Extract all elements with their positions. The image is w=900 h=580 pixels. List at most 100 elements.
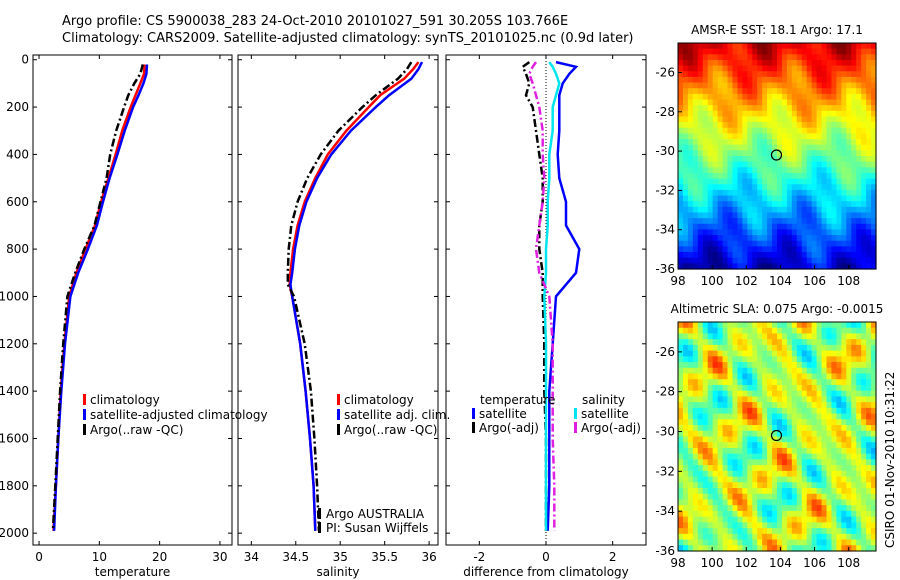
map-cell	[831, 339, 837, 346]
map-cell	[866, 488, 872, 495]
map-cell	[826, 116, 833, 123]
map-cell	[801, 105, 808, 112]
map-cell	[762, 476, 768, 483]
map-cell	[692, 76, 699, 84]
map-cell	[801, 223, 808, 231]
map-cell	[816, 545, 823, 552]
map-cell	[732, 528, 738, 535]
map-cell	[796, 43, 803, 50]
map-cell	[806, 65, 813, 72]
map-cell	[772, 195, 778, 202]
map-cell	[861, 413, 867, 420]
map-cell	[831, 442, 837, 449]
map-cell	[826, 189, 833, 197]
map-cell	[811, 99, 818, 106]
map-cell	[866, 206, 872, 214]
map-cell	[678, 545, 684, 552]
map-cell	[682, 43, 689, 50]
map-cell	[742, 252, 748, 259]
map-cell	[707, 206, 714, 214]
map-cell	[777, 172, 783, 180]
map-cell	[801, 522, 808, 529]
map-cell	[826, 453, 833, 460]
map-cell	[757, 133, 763, 140]
map-cell	[841, 65, 847, 72]
map-cell	[742, 407, 748, 415]
map-cell	[697, 105, 704, 112]
map-cell	[692, 470, 699, 478]
map-cell	[841, 257, 847, 264]
map-cell	[826, 373, 833, 380]
map-cell	[727, 218, 734, 225]
map-cell	[846, 235, 852, 242]
map-cell	[762, 133, 768, 140]
map-cell	[682, 379, 689, 386]
map-cell	[692, 229, 699, 236]
map-cell	[856, 189, 862, 197]
map-cell	[777, 235, 783, 242]
map-cell	[752, 212, 758, 219]
map-cell	[762, 516, 768, 523]
map-cell	[678, 139, 684, 146]
map-cell	[821, 189, 828, 197]
map-cell	[712, 150, 719, 157]
map-cell	[682, 139, 689, 146]
map-cell	[772, 499, 778, 506]
map-cell	[861, 465, 867, 472]
map-cell	[757, 488, 763, 495]
map-cell	[687, 545, 694, 552]
map-cell	[697, 470, 704, 478]
map-cell	[826, 65, 833, 72]
map-cell	[772, 218, 778, 225]
map-cell	[697, 150, 704, 157]
map-cell	[712, 43, 719, 50]
map-cell	[702, 476, 709, 483]
map-cell	[806, 533, 813, 541]
map-cell	[752, 436, 758, 443]
map-cell	[772, 263, 778, 270]
map-cell	[777, 133, 783, 140]
map-cell	[866, 235, 872, 242]
map-cell	[851, 156, 857, 163]
map-cell	[722, 133, 729, 140]
map-cell	[786, 240, 793, 247]
map-cell	[786, 533, 793, 541]
map-cell	[737, 453, 743, 460]
map-cell	[727, 488, 734, 495]
map-cell	[866, 533, 872, 541]
map-cell	[727, 419, 734, 426]
map-cell	[811, 93, 818, 101]
map-cell	[821, 510, 828, 518]
map-cell	[722, 189, 729, 197]
map-cell	[772, 184, 778, 191]
map-cell	[767, 172, 773, 180]
argo-location-marker	[770, 429, 783, 442]
map-cell	[707, 88, 714, 95]
map-cell	[767, 54, 773, 61]
map-cell	[692, 327, 699, 335]
map-cell	[752, 442, 758, 449]
map-cell	[742, 184, 748, 191]
map-cell	[836, 482, 842, 489]
map-cell	[762, 240, 768, 247]
map-cell	[856, 110, 862, 118]
legend-entry-salinity: climatology	[344, 393, 414, 407]
map-cell	[871, 167, 877, 174]
map-cell	[831, 201, 837, 208]
map-cell	[727, 505, 734, 512]
map-cell	[826, 161, 833, 168]
map-cell	[806, 350, 813, 357]
map-cell	[791, 522, 798, 529]
map-cell	[871, 470, 877, 478]
map-cell	[846, 482, 852, 489]
map-cell	[831, 488, 837, 495]
map-cell	[856, 447, 862, 455]
map-cell	[796, 373, 803, 380]
map-cell	[816, 110, 823, 118]
map-cell	[712, 184, 719, 191]
map-cell	[836, 407, 842, 415]
map-cell	[722, 384, 729, 392]
map-cell	[811, 116, 818, 123]
map-cell	[682, 465, 689, 472]
map-cell	[712, 470, 719, 478]
